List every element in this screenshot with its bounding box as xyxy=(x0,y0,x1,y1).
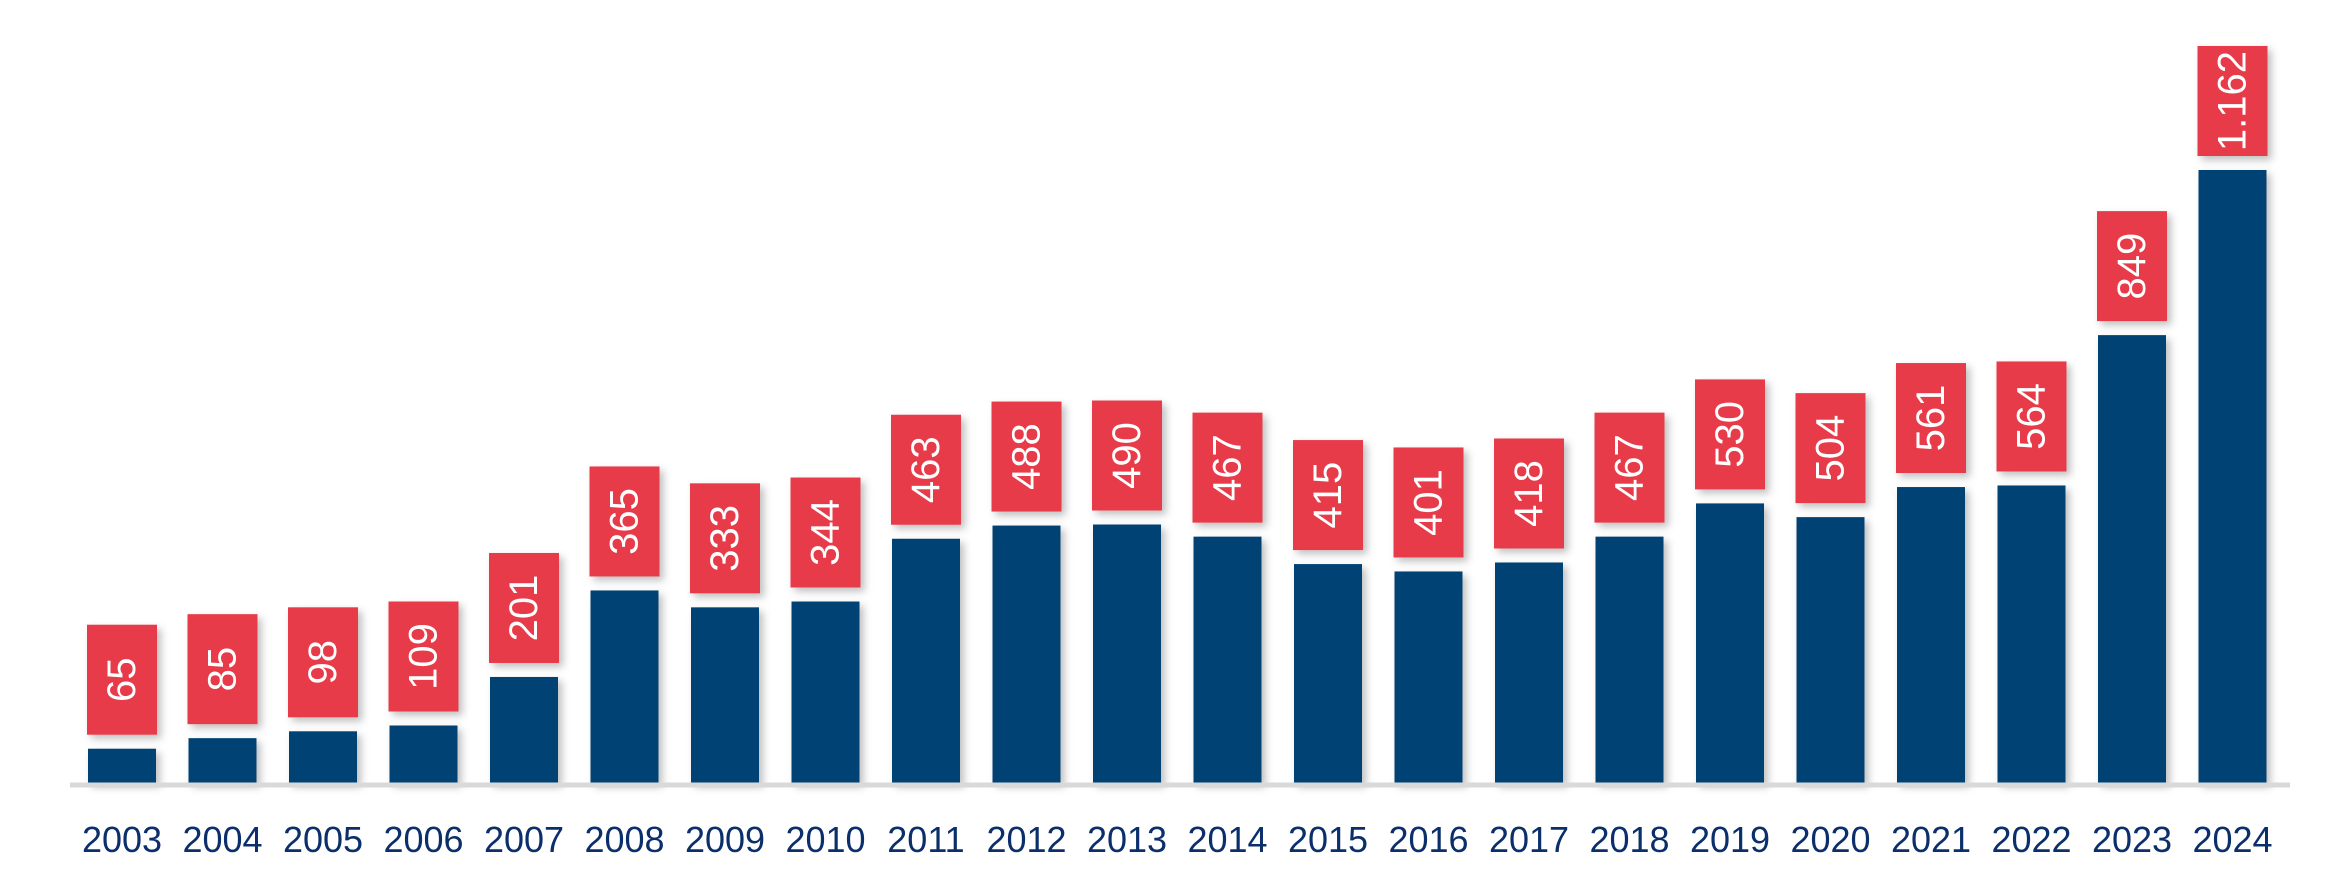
value-badge-2014 xyxy=(1192,412,1263,523)
x-tick-label-2012: 2012 xyxy=(986,819,1066,860)
bar-2019 xyxy=(1696,503,1764,783)
x-tick-label-2022: 2022 xyxy=(1991,819,2071,860)
bar-2021 xyxy=(1897,487,1965,783)
x-tick-label-2020: 2020 xyxy=(1790,819,1870,860)
value-badge-2004 xyxy=(187,614,258,725)
x-tick-label-2008: 2008 xyxy=(584,819,664,860)
value-badge-2010 xyxy=(790,477,861,588)
bar-2016 xyxy=(1394,571,1463,783)
value-label-2016: 401 xyxy=(1407,469,1451,536)
value-badge-2019 xyxy=(1695,379,1765,490)
bar-2007 xyxy=(490,676,558,783)
value-badge-2008 xyxy=(589,466,660,577)
bar-2003 xyxy=(88,748,156,783)
x-tick-label-2011: 2011 xyxy=(887,819,964,860)
x-tick-label-2013: 2013 xyxy=(1087,819,1167,860)
value-label-2013: 490 xyxy=(1105,422,1149,489)
value-badge-2020 xyxy=(1795,393,1866,504)
value-label-2021: 561 xyxy=(1909,385,1953,452)
value-badge-2011 xyxy=(891,414,961,525)
bar-2010 xyxy=(791,601,860,783)
x-tick-label-2003: 2003 xyxy=(82,819,162,860)
value-label-2015: 415 xyxy=(1306,462,1350,529)
x-tick-label-2004: 2004 xyxy=(182,819,262,860)
x-tick-label-2015: 2015 xyxy=(1288,819,1368,860)
bar-2017 xyxy=(1495,562,1563,783)
bar-2011 xyxy=(892,538,960,783)
value-label-2007: 201 xyxy=(502,575,546,642)
value-label-2022: 564 xyxy=(2010,383,2054,450)
value-badge-2005 xyxy=(288,607,358,718)
bar-2006 xyxy=(389,725,458,783)
value-label-2009: 333 xyxy=(703,505,747,572)
value-label-2012: 488 xyxy=(1005,423,1049,490)
value-badge-2013 xyxy=(1092,400,1162,511)
bars-group xyxy=(88,170,2267,783)
value-badge-2017 xyxy=(1494,438,1564,549)
value-badge-2021 xyxy=(1896,363,1966,474)
value-badge-2003 xyxy=(87,624,157,735)
x-tick-label-2006: 2006 xyxy=(383,819,463,860)
bar-2020 xyxy=(1796,517,1865,783)
bar-2009 xyxy=(691,607,759,783)
x-tick-label-2007: 2007 xyxy=(484,819,564,860)
bar-2004 xyxy=(188,738,257,783)
x-tick-label-2014: 2014 xyxy=(1187,819,1267,860)
value-badge-2023 xyxy=(2097,211,2167,322)
x-tick-label-2005: 2005 xyxy=(283,819,363,860)
value-badge-2009 xyxy=(690,483,760,594)
value-label-2010: 344 xyxy=(804,499,848,566)
x-tick-label-2018: 2018 xyxy=(1589,819,1669,860)
x-tick-label-2010: 2010 xyxy=(785,819,865,860)
value-label-2024: 1.162 xyxy=(2211,51,2255,151)
x-tick-label-2019: 2019 xyxy=(1690,819,1770,860)
value-badge-2012 xyxy=(991,401,1062,512)
bar-2022 xyxy=(1997,485,2066,783)
value-badge-2022 xyxy=(1996,361,2067,472)
bar-2024 xyxy=(2198,170,2267,783)
bar-2014 xyxy=(1193,536,1262,783)
x-tick-label-2016: 2016 xyxy=(1388,819,1468,860)
value-label-2018: 467 xyxy=(1608,434,1652,501)
bar-2015 xyxy=(1294,564,1362,783)
bar-2012 xyxy=(992,525,1061,783)
bar-2023 xyxy=(2098,335,2166,783)
value-label-2008: 365 xyxy=(603,488,647,555)
value-badge-2024 xyxy=(2197,46,2268,156)
value-label-2019: 530 xyxy=(1708,401,1752,468)
bar-2018 xyxy=(1595,536,1664,783)
value-labels-group: 65 85 98 109 201 365 333 344 463 488 490 467 415 401 4… xyxy=(87,46,2268,735)
value-label-2006: 109 xyxy=(402,623,446,690)
x-axis-tick-labels: 2003 2004 2005 2006 2007 2008 2009 2010 2011 2012… xyxy=(82,819,2273,860)
value-badge-2015 xyxy=(1293,440,1363,551)
value-badge-2016 xyxy=(1393,447,1464,558)
value-label-2003: 65 xyxy=(100,657,144,702)
value-label-2023: 849 xyxy=(2110,233,2154,300)
x-tick-label-2024: 2024 xyxy=(2192,819,2272,860)
value-label-2014: 467 xyxy=(1206,434,1250,501)
bar-2013 xyxy=(1093,524,1161,783)
value-badge-2006 xyxy=(388,601,459,712)
value-label-2017: 418 xyxy=(1507,460,1551,527)
value-badge-2018 xyxy=(1594,412,1665,523)
x-tick-label-2023: 2023 xyxy=(2092,819,2172,860)
bar-2008 xyxy=(590,590,659,783)
x-tick-label-2017: 2017 xyxy=(1489,819,1569,860)
value-badge-2007 xyxy=(489,552,559,663)
value-label-2004: 85 xyxy=(201,647,245,692)
bar-2005 xyxy=(289,731,357,783)
value-label-2020: 504 xyxy=(1809,415,1853,482)
x-tick-label-2009: 2009 xyxy=(685,819,765,860)
x-tick-label-2021: 2021 xyxy=(1891,819,1971,860)
value-label-2011: 463 xyxy=(904,436,948,503)
value-label-2005: 98 xyxy=(301,640,345,685)
